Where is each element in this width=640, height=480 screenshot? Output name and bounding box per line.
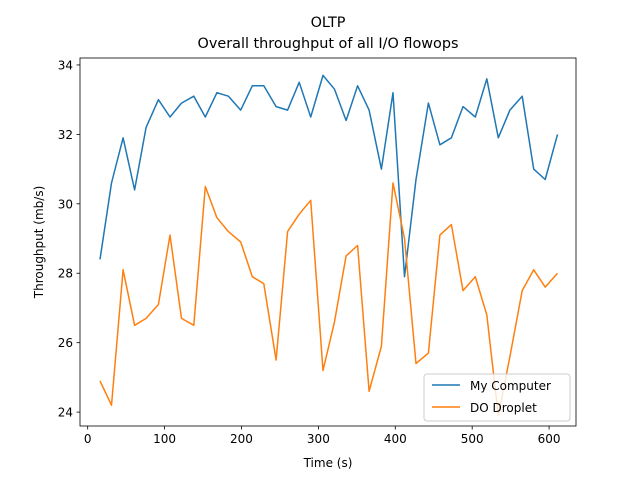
- x-tick-label: 300: [307, 432, 330, 446]
- x-tick-label: 400: [384, 432, 407, 446]
- y-tick-label: 32: [58, 128, 73, 142]
- y-tick-label: 26: [58, 336, 73, 350]
- x-tick-label: 200: [230, 432, 253, 446]
- y-tick-label: 24: [58, 406, 73, 420]
- series-line-my-computer: [99, 74, 559, 278]
- series-layer: [99, 74, 559, 417]
- y-tick-label: 28: [58, 267, 73, 281]
- y-axis-label: Throughput (mb/s): [32, 186, 46, 299]
- legend-box: [423, 373, 571, 422]
- y-axis: 24 26 28 30 32 34: [58, 58, 80, 420]
- y-tick-label: 30: [58, 197, 73, 211]
- x-axis-label: Time (s): [303, 456, 353, 470]
- plot-area: [79, 57, 577, 427]
- plot-frame: [79, 57, 577, 427]
- legend: My Computer DO Droplet: [423, 373, 571, 422]
- legend-label-my-computer: My Computer: [470, 379, 551, 393]
- chart-title: OLTP: [311, 15, 346, 31]
- x-tick-label: 500: [461, 432, 484, 446]
- x-tick-label: 600: [538, 432, 561, 446]
- x-axis: 0 100 200 300 400 500 600: [84, 426, 561, 446]
- x-tick-label: 0: [84, 432, 92, 446]
- chart-subtitle: Overall throughput of all I/O flowops: [198, 36, 459, 52]
- series-line-do-droplet: [99, 182, 559, 417]
- x-tick-label: 100: [153, 432, 176, 446]
- legend-label-do-droplet: DO Droplet: [470, 401, 537, 415]
- y-tick-label: 34: [58, 58, 73, 72]
